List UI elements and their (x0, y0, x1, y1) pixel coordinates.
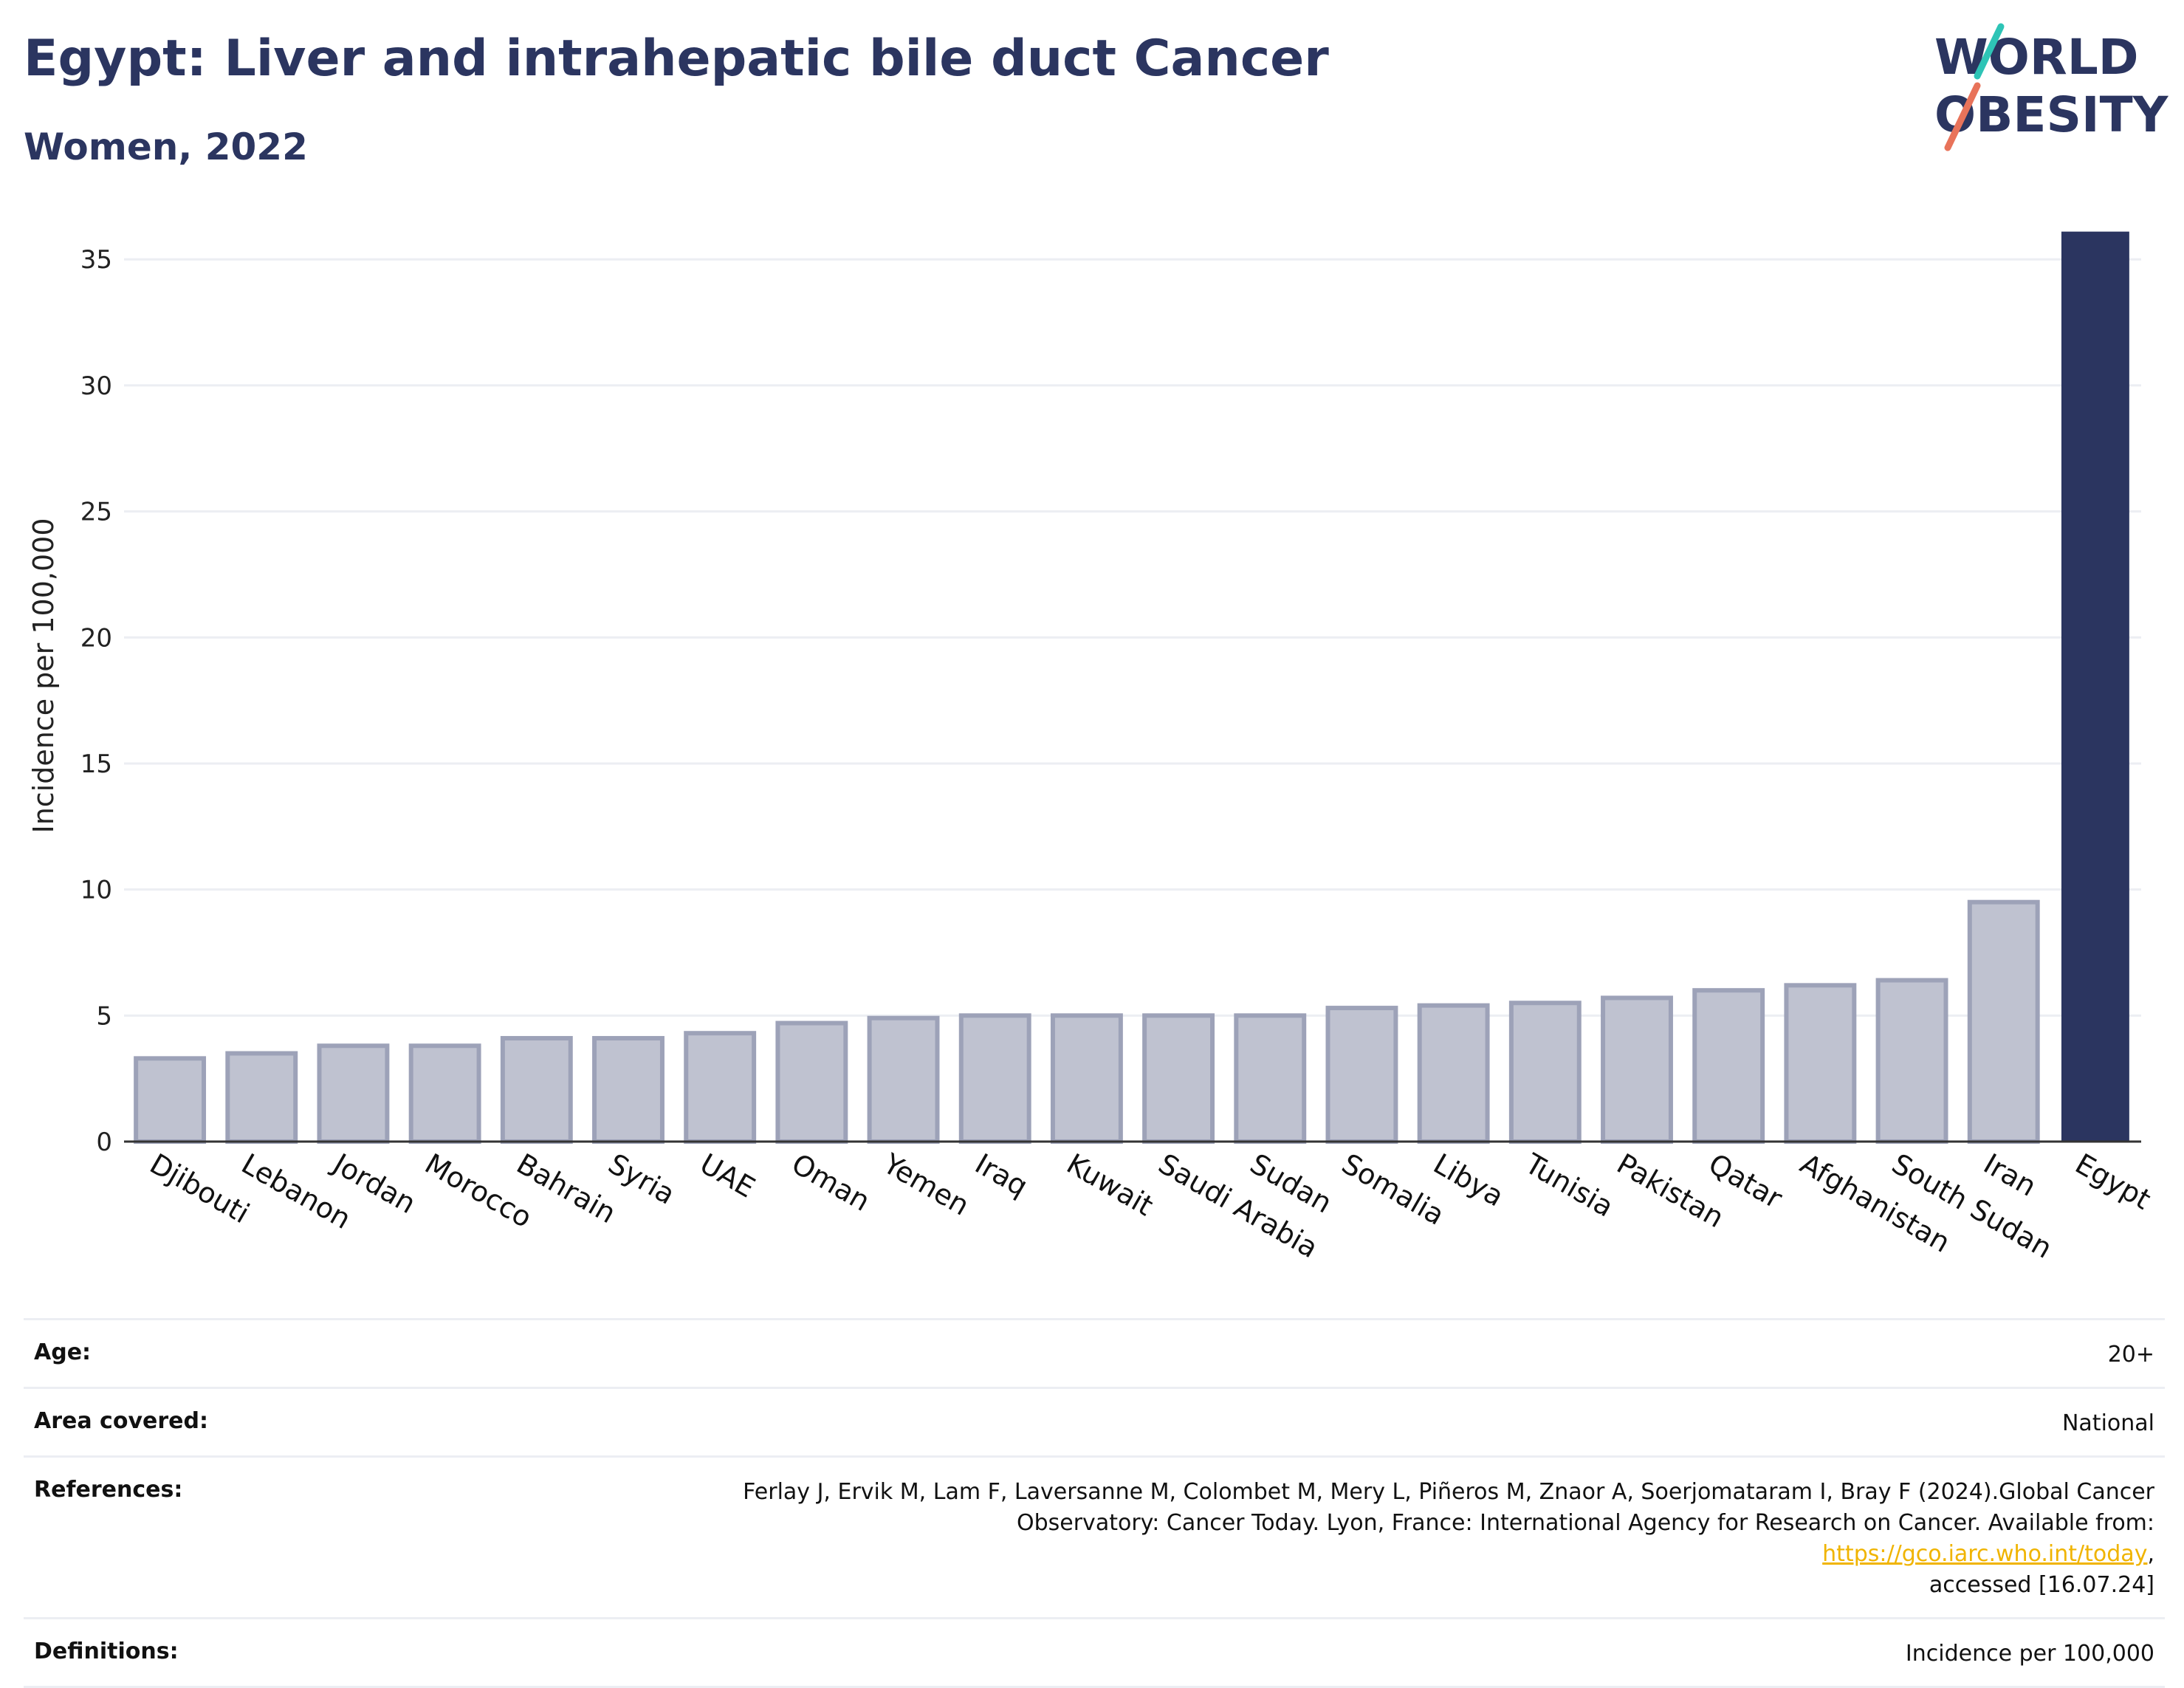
bar-uae[interactable] (684, 1031, 757, 1144)
category-labels: DjiboutiLebanonJordanMoroccoBahrainSyria… (145, 1147, 2157, 1265)
y-tick-label: 15 (80, 749, 112, 779)
y-tick-label: 30 (80, 371, 112, 401)
axes: 0 5 10 15 20 25 30 35 (80, 245, 2141, 1157)
y-tick-label: 20 (80, 623, 112, 653)
age-value: 20+ (2107, 1342, 2154, 1368)
bar-chart: 0 5 10 15 20 25 30 35 DjiboutiLebanonJordanMoro… (27, 231, 2157, 1265)
chart-title: Egypt: Liver and intrahepatic bile duct … (24, 30, 1329, 88)
bar-pakistan[interactable] (1601, 995, 1673, 1145)
y-tick-label: 35 (80, 245, 112, 275)
meta-row-area: Area covered: National (24, 1387, 2165, 1455)
area-label: Area covered: (34, 1408, 208, 1434)
bar-afghanistan[interactable] (1784, 983, 1857, 1145)
bar-jordan[interactable] (317, 1043, 390, 1144)
bar-morocco[interactable] (408, 1043, 481, 1144)
y-tick-label: 10 (80, 876, 112, 905)
references-line1: Ferlay J, Ervik M, Lam F, Laversanne M, … (743, 1479, 2154, 1505)
bar-somalia[interactable] (1325, 1006, 1398, 1144)
y-tick-label: 5 (96, 1001, 112, 1031)
x-tick-label: Djibouti (145, 1147, 255, 1230)
logo-red-slash (1944, 82, 1981, 151)
bar-iran[interactable] (1967, 899, 2040, 1144)
references-line2-end: , (2147, 1541, 2154, 1567)
bar-iraq[interactable] (958, 1013, 1031, 1144)
bar-south-sudan[interactable] (1875, 978, 1948, 1145)
definitions-value: Incidence per 100,000 (1905, 1641, 2154, 1667)
x-tick-label: Oman (786, 1147, 876, 1218)
bars (134, 231, 2129, 1145)
chart-subtitle: Women, 2022 (24, 126, 308, 168)
definitions-label: Definitions: (34, 1639, 179, 1664)
x-tick-label: Somalia (1336, 1147, 1450, 1232)
metadata-table: Age: 20+ Area covered: National Referenc… (24, 1318, 2165, 1688)
x-tick-label: Kuwait (1061, 1147, 1158, 1223)
bar-saudi-arabia[interactable] (1142, 1013, 1215, 1144)
references-label: References: (34, 1477, 183, 1503)
bar-sudan[interactable] (1234, 1013, 1307, 1144)
x-tick-label: Iran (1978, 1147, 2042, 1203)
logo-line1: WORLD (1934, 29, 2139, 86)
bar-syria[interactable] (592, 1036, 665, 1144)
references-value: Ferlay J, Ervik M, Lam F, Laversanne M, … (678, 1477, 2154, 1601)
bar-egypt[interactable] (2061, 231, 2129, 1142)
references-line2: Observatory: Cancer Today. Lyon, France:… (1016, 1510, 2154, 1536)
references-line3: accessed [16.07.24] (1929, 1572, 2154, 1598)
bar-tunisia[interactable] (1508, 1001, 1582, 1144)
bar-bahrain[interactable] (500, 1036, 573, 1144)
gridlines (124, 258, 2141, 1017)
meta-row-references: References: Ferlay J, Ervik M, Lam F, La… (24, 1455, 2165, 1617)
logo-teal-slash (1974, 23, 2005, 80)
y-tick-label: 25 (80, 498, 112, 527)
x-tick-label: UAE (695, 1147, 760, 1204)
world-obesity-logo: WORLD OBESITY (1934, 23, 2169, 151)
meta-row-age: Age: 20+ (24, 1318, 2165, 1387)
y-tick-label: 0 (96, 1128, 112, 1157)
x-tick-label: Tunisia (1519, 1147, 1618, 1224)
x-tick-label: Iraq (969, 1147, 1033, 1203)
bar-kuwait[interactable] (1050, 1013, 1123, 1144)
bar-libya[interactable] (1417, 1003, 1490, 1144)
meta-row-definitions: Definitions: Incidence per 100,000 (24, 1617, 2165, 1688)
bar-lebanon[interactable] (225, 1051, 298, 1144)
bar-qatar[interactable] (1692, 988, 1765, 1145)
x-tick-label: Egypt (2070, 1147, 2156, 1216)
bar-yemen[interactable] (867, 1015, 940, 1144)
bar-djibouti[interactable] (134, 1056, 207, 1144)
area-value: National (2061, 1410, 2154, 1436)
x-tick-label: Yemen (877, 1147, 975, 1222)
bar-oman[interactable] (775, 1020, 848, 1144)
y-axis-title: Incidence per 100,000 (27, 518, 60, 833)
age-label: Age: (34, 1339, 92, 1365)
references-link[interactable]: https://gco.iarc.who.int/today (1822, 1541, 2148, 1567)
